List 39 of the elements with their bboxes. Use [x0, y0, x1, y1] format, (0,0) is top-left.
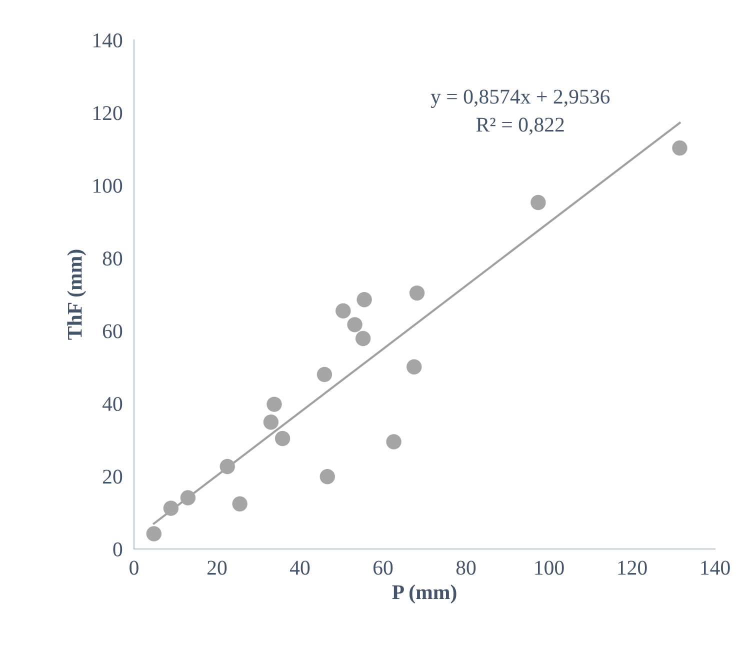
point — [409, 285, 425, 301]
point — [274, 430, 290, 446]
y-tick-label: 80 — [102, 252, 122, 266]
point — [530, 194, 546, 210]
y-tick-label: 140 — [93, 33, 122, 48]
annotation: R² = 0,822 — [476, 118, 564, 135]
point — [180, 490, 196, 506]
y-tick-label: 60 — [102, 324, 122, 338]
point — [316, 366, 332, 382]
point — [347, 317, 362, 332]
x-tick-label: 100 — [535, 560, 564, 575]
point — [356, 292, 372, 308]
x-tick-label: 140 — [701, 560, 730, 575]
x-tick-label: 120 — [618, 560, 647, 575]
y-tick-label: 20 — [102, 470, 122, 484]
x-tick-label: 60 — [373, 560, 393, 575]
x-axis-title: P (mm) — [392, 584, 456, 604]
x-tick-label: 0 — [130, 560, 138, 575]
point — [336, 303, 351, 318]
y-tick-label: 100 — [93, 178, 122, 193]
point — [232, 496, 248, 512]
y-axis-title: ThF (mm) — [67, 250, 86, 340]
x-tick-label: 20 — [208, 560, 227, 575]
point — [146, 526, 162, 542]
point — [163, 500, 179, 516]
point — [355, 330, 371, 346]
annotation: y = 0,8574x + 2,9536 — [430, 90, 610, 108]
point — [220, 458, 235, 474]
point — [263, 414, 279, 430]
point — [320, 469, 335, 484]
y-tick-label: 40 — [102, 396, 122, 412]
point — [266, 396, 282, 412]
x-tick-label: 40 — [290, 560, 310, 575]
y-tick-label: 0 — [113, 542, 122, 556]
point — [386, 434, 402, 450]
y-tick-label: 120 — [93, 106, 122, 120]
point — [672, 140, 688, 156]
x-tick-label: 80 — [456, 560, 476, 575]
point — [406, 359, 422, 374]
